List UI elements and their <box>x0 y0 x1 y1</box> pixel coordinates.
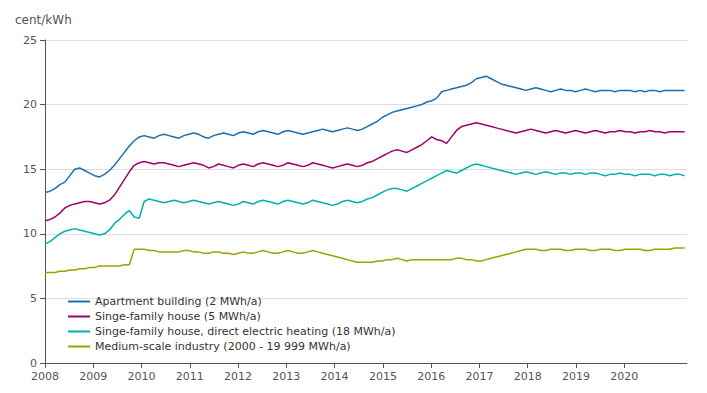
svg-text:2018: 2018 <box>514 370 542 383</box>
svg-text:cent/kWh: cent/kWh <box>15 13 72 27</box>
svg-text:2010: 2010 <box>128 370 156 383</box>
svg-text:2020: 2020 <box>610 370 638 383</box>
svg-text:2019: 2019 <box>562 370 590 383</box>
svg-text:10: 10 <box>23 227 37 240</box>
svg-text:2016: 2016 <box>417 370 445 383</box>
svg-text:0: 0 <box>30 357 37 370</box>
svg-text:2008: 2008 <box>31 370 59 383</box>
svg-text:2009: 2009 <box>79 370 107 383</box>
svg-text:Singe-family house (5 MWh/a): Singe-family house (5 MWh/a) <box>95 310 261 323</box>
svg-text:2017: 2017 <box>465 370 493 383</box>
svg-text:2015: 2015 <box>369 370 397 383</box>
svg-text:15: 15 <box>23 163 37 176</box>
svg-text:2013: 2013 <box>272 370 300 383</box>
svg-text:20: 20 <box>23 98 37 111</box>
svg-text:2014: 2014 <box>321 370 349 383</box>
svg-text:Apartment building (2 MWh/a): Apartment building (2 MWh/a) <box>95 295 262 308</box>
svg-text:25: 25 <box>23 34 37 47</box>
svg-text:5: 5 <box>30 292 37 305</box>
svg-text:Singe-family house, direct ele: Singe-family house, direct electric heat… <box>95 325 396 338</box>
svg-text:Medium-scale industry (2000 -: Medium-scale industry (2000 - 19 999 MWh… <box>95 340 351 353</box>
svg-text:2012: 2012 <box>224 370 252 383</box>
svg-text:2011: 2011 <box>176 370 204 383</box>
